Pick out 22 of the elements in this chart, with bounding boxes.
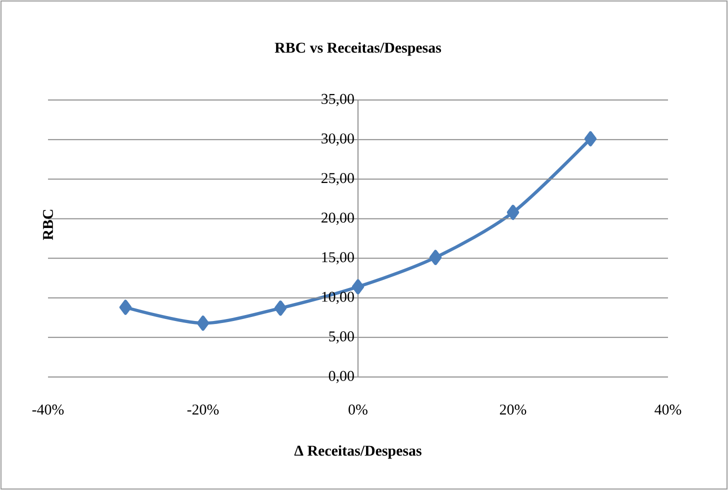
x-tick-label: 0% — [348, 404, 368, 415]
x-tick-label: -20% — [187, 404, 219, 415]
point — [506, 204, 520, 220]
y-tick-label: 5,00 — [329, 331, 354, 344]
y-tick-label: 10,00 — [322, 292, 354, 304]
y-tick-label: 15,00 — [322, 252, 354, 264]
point — [584, 131, 597, 146]
x-tick-label: 40% — [654, 404, 682, 415]
point — [196, 316, 210, 331]
y-tick-label: 35,00 — [322, 94, 354, 106]
x-tick-label: -40% — [32, 404, 64, 415]
y-tick-label: 0,00 — [328, 370, 354, 384]
point — [119, 300, 132, 315]
y-tick-label: 25,00 — [322, 173, 354, 186]
y-axis-title: RBC — [42, 210, 54, 240]
x-axis-title: Δ Receitas/Despesas — [294, 445, 422, 459]
y-tick-label: 30,00 — [322, 133, 354, 146]
y-tick-label: 20,00 — [322, 212, 354, 225]
point — [274, 300, 287, 316]
point — [429, 250, 442, 266]
x-tick-label: 20% — [500, 404, 526, 415]
chart-title: RBC vs Receitas/Despesas — [274, 42, 442, 56]
